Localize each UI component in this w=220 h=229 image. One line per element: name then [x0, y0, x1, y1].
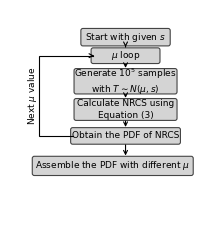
Text: Generate $10^5$ samples
with $T\sim N(\mu, s)$: Generate $10^5$ samples with $T\sim N(\m… [74, 66, 177, 96]
Text: Next $\mu$ value: Next $\mu$ value [26, 67, 39, 125]
FancyBboxPatch shape [74, 68, 177, 94]
FancyBboxPatch shape [74, 98, 177, 120]
FancyBboxPatch shape [71, 128, 180, 144]
FancyBboxPatch shape [81, 28, 170, 46]
FancyBboxPatch shape [91, 48, 160, 63]
Text: Assemble the PDF with different $\mu$: Assemble the PDF with different $\mu$ [35, 159, 190, 172]
Text: $\mu$ loop: $\mu$ loop [111, 49, 140, 62]
Text: Obtain the PDF of NRCS: Obtain the PDF of NRCS [72, 131, 179, 140]
Text: Calculate NRCS using
Equation (3): Calculate NRCS using Equation (3) [77, 99, 174, 120]
Text: Start with given $s$: Start with given $s$ [85, 31, 166, 44]
FancyBboxPatch shape [32, 156, 193, 175]
